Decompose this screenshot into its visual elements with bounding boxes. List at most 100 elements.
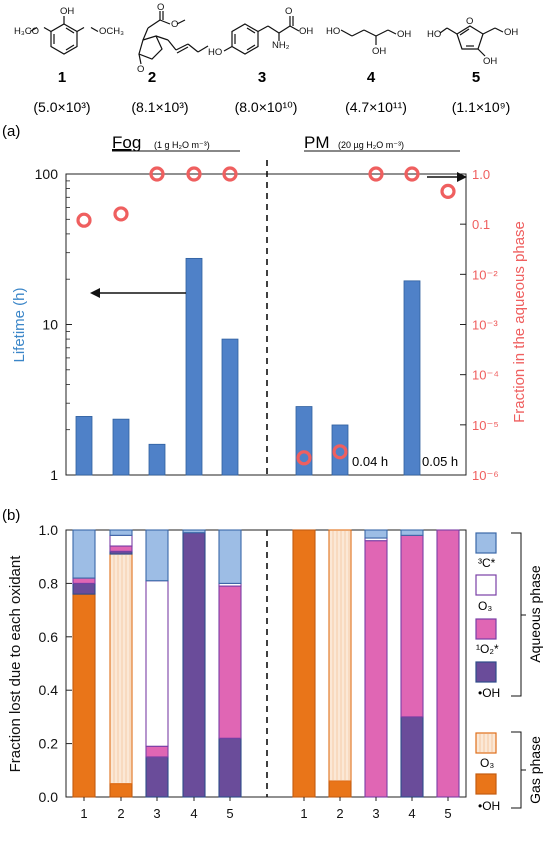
stack-segment-fog-5-aq_OH [218, 737, 242, 798]
group-subtitle-fog: (1 g H₂O m⁻³) [154, 140, 210, 150]
legend-swatch-aq-3c [475, 532, 497, 554]
svg-text:OH: OH [397, 29, 411, 40]
x-tick-label: 2 [117, 806, 124, 821]
fraction-marker-pm-3 [368, 166, 384, 182]
fraction-marker-fog-3 [149, 166, 165, 182]
lifetime-bar-pm-4 [403, 280, 421, 476]
y2-tick-label: 10⁻⁶ [472, 468, 499, 483]
y2-tick-label: 10⁻³ [472, 318, 498, 333]
stack-segment-pm-3-aq_3C [364, 529, 388, 539]
group-title-pm: PM [304, 133, 330, 152]
fraction-marker-fog-1 [76, 212, 92, 228]
y2-tick-label: 10⁻⁴ [472, 368, 499, 383]
x-tick-label: 1 [300, 806, 307, 821]
compound-number: 5 [472, 69, 480, 86]
legend-label-aq-3c: ³C* [478, 556, 496, 570]
x-tick-label: 2 [336, 806, 343, 821]
y-tick-label: 0.4 [39, 682, 59, 698]
y2-tick-label: 10⁻⁵ [472, 418, 499, 433]
stack-segment-fog-3-aq_3C [145, 529, 169, 582]
lifetime-bar-fog-3 [148, 443, 166, 476]
panel-a: (a) Fog (1 g H₂O m⁻³) PM (20 µg H₂O m⁻³)… [2, 123, 528, 483]
group-title-fog: Fog [112, 133, 141, 152]
structure-1 [29, 16, 99, 55]
svg-text:NH₂: NH₂ [272, 40, 290, 51]
fraction-marker-pm-1 [296, 450, 312, 466]
plot-frame-b [65, 529, 467, 798]
left-arrow [90, 288, 186, 298]
x-tick-label: 4 [190, 806, 197, 821]
stack-segment-fog-5-aq_3C [218, 529, 242, 584]
svg-text:OH: OH [60, 6, 74, 17]
stack-segment-fog-1-aq_1O2 [72, 577, 96, 584]
legend-label-gas-o3: O₃ [480, 756, 494, 770]
structure-2 [138, 11, 209, 65]
stack-segment-fog-2-aq_3C [109, 529, 133, 536]
svg-text:O: O [137, 64, 144, 75]
panel-b: (b) 0.0 0.2 0.4 0.6 0.8 1.0 1 2 3 4 5 1 2 3 4 5 Fracti… [2, 507, 543, 821]
y2-tick-label: 0.1 [472, 217, 490, 232]
stack-segment-fog-3-aq_OH [145, 756, 169, 798]
svg-text:HO: HO [208, 47, 222, 58]
structure-3 [223, 16, 300, 55]
henry-constant: (8.0×10¹⁰) [235, 99, 298, 115]
stack-segment-fog-4-aq_3C [182, 529, 206, 534]
svg-text:OH: OH [372, 46, 386, 57]
stack-segment-pm-2-gas_OH [328, 780, 352, 798]
henry-constant: (5.0×10³) [33, 99, 90, 115]
stack-segment-pm-4-aq_OH [400, 716, 424, 798]
legend-swatch-gas-o3-hatch [479, 734, 493, 752]
legend-swatch-gas-oh [475, 773, 497, 795]
legend-swatch-aq-oh [475, 661, 497, 683]
y-tick-label: 100 [35, 166, 59, 182]
svg-text:OH: OH [504, 27, 518, 38]
y-tick-label: 1.0 [39, 522, 59, 538]
structures-row [29, 11, 504, 65]
x-tick-label: 4 [408, 806, 415, 821]
legend-group-aqueous: Aqueous phase [527, 565, 543, 663]
legend-swatch-gas-o3 [475, 732, 497, 754]
y-tick-label: 0.2 [39, 736, 59, 752]
group-subtitle-pm: (20 µg H₂O m⁻³) [338, 140, 404, 150]
legend-label-aq-oh: •OH [478, 686, 500, 700]
henry-constant: (4.7×10¹¹) [345, 99, 407, 115]
svg-text:OCH₃: OCH₃ [99, 26, 124, 37]
legend-bracket-aqueous [511, 532, 526, 697]
lifetime-bar-fog-5 [221, 338, 239, 476]
fraction-marker-pm-2 [332, 444, 348, 460]
stack-segment-pm-4-aq_3C [400, 529, 424, 536]
compound-labels: 1 2 3 4 5 (5.0×10³) (8.1×10³) (8.0×10¹⁰)… [33, 69, 510, 115]
panel-a-label: (a) [2, 123, 20, 140]
x-tick-label: 5 [444, 806, 451, 821]
svg-text:HO: HO [326, 26, 340, 37]
annotation-pm-5: 0.05 h [422, 454, 458, 469]
stack-segment-fog-3-aq_1O2 [145, 745, 169, 758]
x-tick-label: 1 [80, 806, 87, 821]
compound-number: 2 [148, 69, 156, 86]
structure-4 [340, 29, 397, 45]
legend-group-gas: Gas phase [527, 736, 543, 804]
fraction-marker-fog-2 [113, 206, 129, 222]
stack-segment-fog-1-aq_OH [72, 582, 96, 595]
y2-tick-label: 1.0 [472, 167, 490, 182]
fraction-marker-fog-4 [186, 166, 202, 182]
stack-segment-fog-3-aq_O3 [145, 580, 169, 747]
stack-segment-fog-2-aq_1O2 [109, 545, 133, 552]
legend-label-aq-o3: O₃ [478, 599, 492, 613]
stack-segment-fog-1-gas_OH [72, 593, 96, 798]
svg-text:HO: HO [427, 29, 441, 40]
svg-text:O: O [466, 16, 473, 27]
y-axis-label-fraction-lost: Fraction lost due to each oxidant [7, 555, 24, 773]
svg-text:OH: OH [299, 26, 313, 37]
y-tick-label: 0.6 [39, 629, 59, 645]
stack-segment-fog-1-aq_3C [72, 529, 96, 579]
stack-segment-fog-2-gas_OH [109, 783, 133, 798]
y-tick-label: 0.8 [39, 575, 59, 591]
stack-segment-pm-2-gas_O3 [328, 529, 352, 782]
lifetime-bar-pm-2 [331, 424, 349, 476]
legend-swatch-aq-1o2 [475, 618, 497, 640]
henry-constant: (1.1×10⁹) [452, 99, 511, 115]
stack-segment-fog-4-aq_OH [182, 532, 206, 798]
legend-label-gas-oh: •OH [478, 799, 500, 813]
